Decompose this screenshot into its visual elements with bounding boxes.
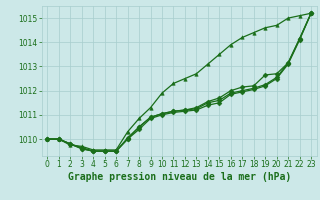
X-axis label: Graphe pression niveau de la mer (hPa): Graphe pression niveau de la mer (hPa) <box>68 172 291 182</box>
